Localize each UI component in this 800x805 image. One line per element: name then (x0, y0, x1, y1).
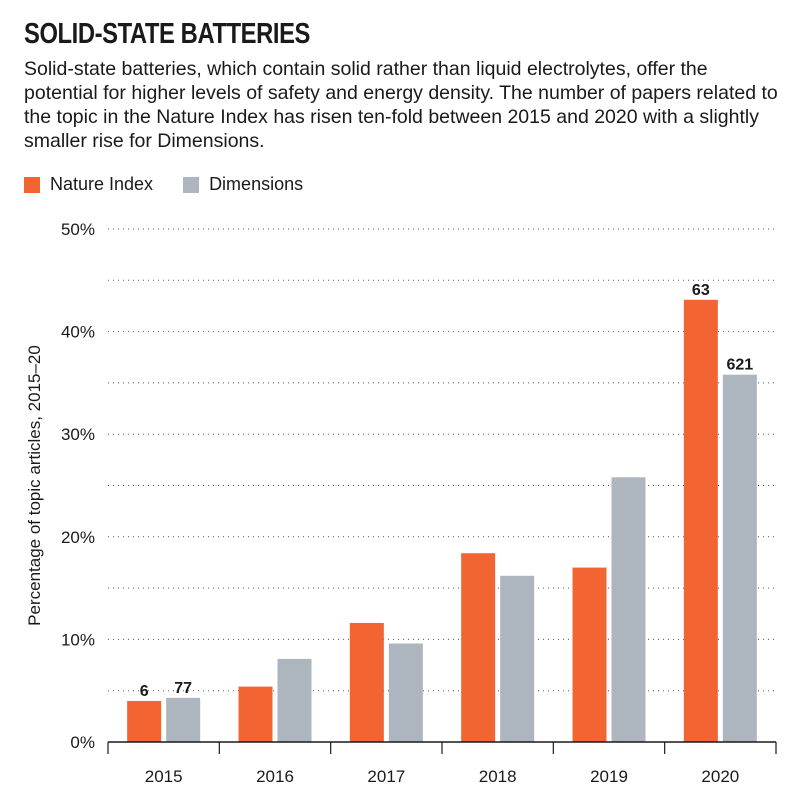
x-tick-label: 2017 (367, 767, 405, 786)
bar-dimensions-2019 (611, 477, 646, 742)
y-tick-label: 20% (61, 528, 95, 547)
bar-dimensions-2018 (500, 575, 535, 742)
data-label: 6 (140, 683, 149, 700)
bar-dimensions-2020 (722, 374, 757, 742)
y-tick-label: 40% (61, 323, 95, 342)
bar-nature-index-2019 (572, 567, 607, 742)
legend-item-nature-index: Nature Index (24, 174, 153, 195)
bar-nature-index-2015 (127, 700, 162, 742)
data-label: 77 (174, 680, 192, 697)
legend-swatch-nature-index (24, 176, 40, 193)
x-tick-label: 2016 (256, 767, 294, 786)
bar-nature-index-2017 (349, 622, 384, 742)
bar-dimensions-2017 (388, 643, 423, 742)
chart-subtitle: Solid-state batteries, which contain sol… (24, 58, 778, 152)
legend: Nature Index Dimensions (24, 174, 333, 195)
y-tick-label: 0% (70, 733, 95, 752)
x-tick-label: 2019 (590, 767, 628, 786)
legend-label-dimensions: Dimensions (209, 174, 304, 194)
bar-dimensions-2016 (277, 658, 312, 742)
x-tick-label: 2020 (701, 767, 739, 786)
y-tick-label: 30% (61, 425, 95, 444)
bar-nature-index-2016 (238, 686, 273, 742)
legend-swatch-dimensions (183, 176, 200, 193)
x-tick-label: 2015 (145, 767, 183, 786)
x-tick-label: 2018 (479, 767, 517, 786)
legend-item-dimensions: Dimensions (183, 174, 303, 195)
bar-nature-index-2020 (683, 299, 718, 742)
bar-nature-index-2018 (461, 553, 496, 742)
chart-title: SOLID-STATE BATTERIES (24, 18, 311, 50)
bar-dimensions-2015 (166, 697, 201, 742)
y-axis-label: Percentage of topic articles, 2015–20 (25, 345, 44, 626)
y-tick-label: 50% (61, 220, 95, 239)
legend-label-nature-index: Nature Index (50, 174, 154, 194)
data-label: 63 (692, 282, 710, 299)
y-tick-label: 10% (61, 630, 95, 649)
data-label: 621 (726, 357, 753, 374)
